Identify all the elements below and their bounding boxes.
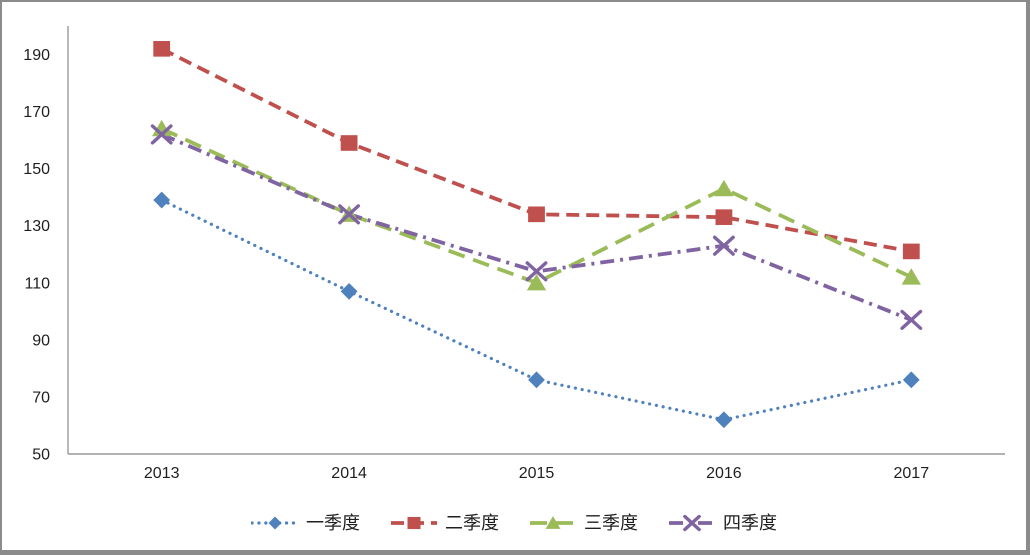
series-point-4-2014 — [338, 204, 361, 225]
series-point-1-2015 — [528, 371, 545, 389]
diamond-marker — [902, 371, 920, 389]
legend-item-1: 一季度 — [251, 511, 360, 535]
x-marker — [150, 124, 173, 145]
legend-swatch-x — [669, 514, 715, 532]
y-axis-tick-label: 110 — [24, 275, 50, 292]
x-marker — [338, 204, 361, 225]
series-point-2-2013 — [153, 41, 171, 57]
diamond-marker — [715, 411, 733, 429]
triangle-marker — [526, 273, 547, 291]
series-point-3-2017 — [901, 268, 921, 285]
series-line-3 — [160, 126, 913, 285]
triangle-marker — [714, 179, 734, 197]
series-point-1-2013 — [153, 191, 171, 209]
series-point-3-2016 — [714, 179, 734, 197]
triangle-marker — [901, 268, 921, 285]
square-marker — [715, 209, 733, 225]
legend-swatch-triangle — [530, 516, 576, 529]
x-marker — [712, 235, 735, 256]
legend-item-2: 二季度 — [390, 511, 499, 535]
legend-label: 一季度 — [306, 513, 360, 533]
diamond-marker — [268, 516, 282, 530]
y-axis-tick-label: 190 — [23, 47, 50, 64]
legend-swatch-diamond — [251, 516, 299, 530]
series-point-1-2016 — [715, 411, 733, 429]
legend-swatch-square — [391, 516, 437, 530]
series-point-2-2015 — [528, 206, 545, 223]
y-axis-tick-label: 50 — [32, 447, 50, 464]
series-point-4-2015 — [525, 261, 548, 282]
y-axis-tick-label: 170 — [23, 104, 50, 121]
x-marker — [900, 309, 923, 330]
square-marker — [153, 41, 171, 57]
x-axis-label: 2016 — [706, 465, 742, 482]
square-marker — [407, 516, 421, 530]
x-marker — [525, 261, 548, 282]
diamond-marker — [528, 371, 545, 389]
legend-item-3: 三季度 — [529, 511, 638, 535]
x-axis-label: 2017 — [894, 465, 930, 482]
x-axis-label: 2014 — [331, 465, 367, 482]
series-point-4-2017 — [900, 309, 923, 330]
y-axis-tick-label: 130 — [23, 218, 50, 235]
series-point-3-2015 — [526, 273, 547, 291]
legend-item-4: 四季度 — [668, 511, 777, 535]
series-point-1-2017 — [902, 371, 920, 389]
x-axis-label: 2015 — [519, 465, 555, 482]
series-point-1-2014 — [340, 282, 358, 300]
x-marker — [683, 514, 701, 532]
square-marker — [528, 206, 545, 223]
diamond-marker — [153, 191, 171, 209]
square-marker — [902, 243, 920, 260]
legend-label: 四季度 — [723, 513, 777, 533]
series-point-2-2014 — [340, 135, 358, 151]
series-point-4-2016 — [712, 235, 735, 256]
x-axis-label: 2013 — [144, 465, 180, 482]
series-line-4 — [160, 132, 912, 322]
y-axis-tick-label: 150 — [23, 161, 50, 178]
y-axis-tick-label: 70 — [32, 389, 50, 406]
legend-label: 二季度 — [445, 513, 499, 533]
series-point-2-2016 — [715, 209, 733, 225]
legend-label: 三季度 — [584, 513, 638, 533]
square-marker — [340, 135, 358, 151]
y-axis-tick-label: 90 — [32, 332, 50, 349]
triangle-marker — [545, 516, 561, 529]
diamond-marker — [340, 282, 358, 300]
series-point-2-2017 — [902, 243, 920, 260]
chart-legend: 一季度 二季度 三季度 四季度 — [2, 503, 1026, 543]
series-point-4-2013 — [150, 124, 173, 145]
